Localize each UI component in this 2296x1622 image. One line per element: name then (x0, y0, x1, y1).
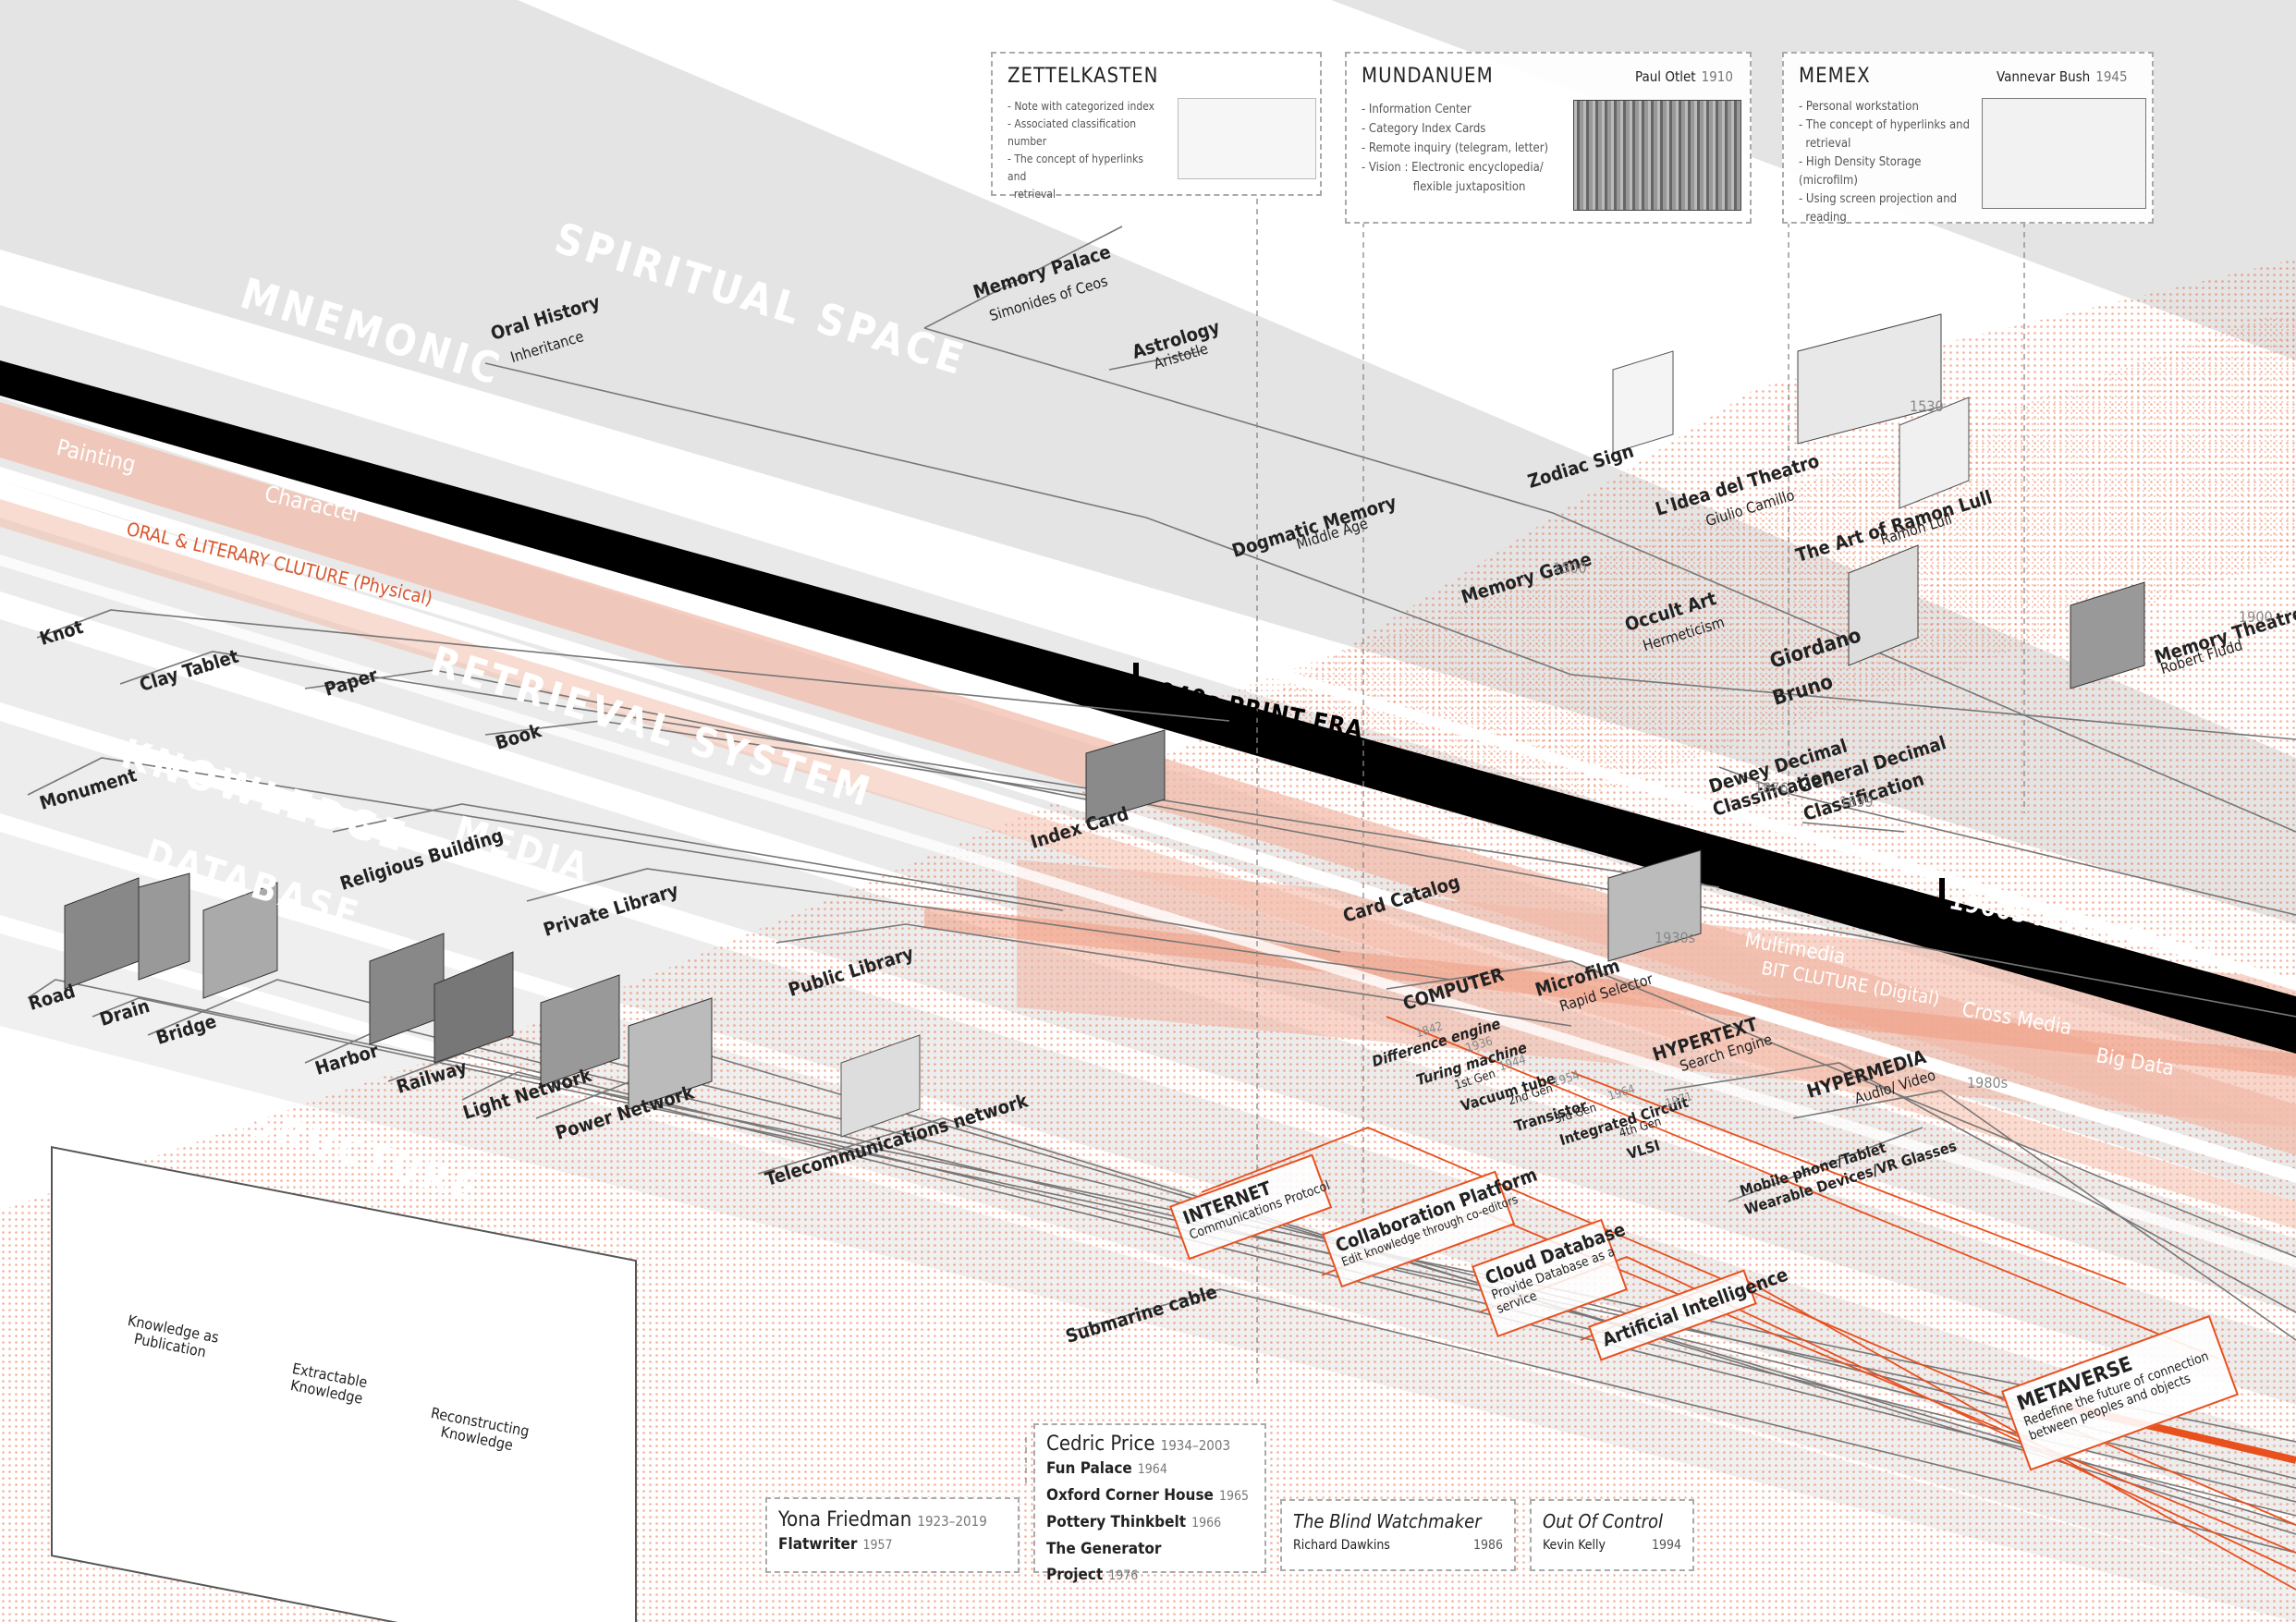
mundanuem-photo (1573, 100, 1741, 211)
memex-item: - The concept of hyperlinks and (1799, 118, 1970, 132)
price-work-year: 1966 (1191, 1516, 1222, 1531)
price-work-title: Oxford Corner House (1046, 1486, 1214, 1505)
memex-item: retrieval (1799, 137, 1851, 151)
memex-title: MEMEX (1799, 65, 1871, 88)
person-price: Cedric Price 1934–2003 Fun Palace 1964 Oxf… (1033, 1423, 1266, 1584)
zettelkasten-list: - Note with categorized index - Associat… (1008, 98, 1160, 203)
book-out-of-control: Out Of Control Kevin Kelly 1994 (1530, 1499, 1694, 1571)
memex-item: - Using screen projection and (1799, 192, 1958, 206)
node-year-1530: 1530 (1910, 397, 1944, 415)
zettelkasten-card: ZETTELKASTEN - Note with categorized ind… (991, 52, 1322, 201)
memex-illustration (1982, 98, 2146, 209)
mundanuem-year: 1910 (1701, 68, 1733, 85)
zettelkasten-title: ZETTELKASTEN (1008, 65, 1159, 88)
node-year-1980s: 1980s (1967, 1074, 2009, 1091)
node-year-1899: 1899 (1839, 793, 1874, 811)
kelly-author: Kevin Kelly (1543, 1538, 1606, 1553)
price-work-title: Pottery Thinkbelt (1046, 1513, 1187, 1531)
price-work-title: Fun Palace (1046, 1459, 1132, 1478)
memex-author-name: Vannevar Bush (1997, 68, 2091, 85)
price-work: The Generator Project 1976 (1046, 1536, 1253, 1589)
friedman-work-year: 1957 (862, 1538, 893, 1553)
price-work-title: The Generator Project (1046, 1540, 1162, 1584)
zettelkasten-item: - Note with categorized index (1008, 100, 1155, 113)
mundanuem-author-name: Paul Otlet (1635, 68, 1696, 85)
dawkins-book: The Blind Watchmaker (1293, 1510, 1482, 1532)
price-work: Fun Palace 1964 (1046, 1456, 1253, 1482)
white-stripes (0, 277, 2296, 1268)
mundanuem-list: - Information Center - Category Index Ca… (1362, 100, 1574, 197)
memex-list: - Personal workstation - The concept of … (1799, 98, 1984, 227)
node-year-1876: 1876 (1754, 779, 1789, 797)
mundanuem-item: flexible juxtaposition (1362, 180, 1526, 194)
node-year-1900: 1900 (2239, 608, 2273, 626)
price-work-year: 1964 (1137, 1462, 1167, 1477)
kelly-book: Out Of Control (1543, 1510, 1663, 1532)
mundanuem-card: MUNDANUEM Paul Otlet 1910 - Information C… (1345, 52, 1752, 224)
price-name: Cedric Price (1046, 1433, 1155, 1456)
zettelkasten-item: - Associated classification number (1008, 117, 1137, 148)
node-year-1930s: 1930s (1655, 929, 1696, 946)
dawkins-year: 1986 (1472, 1538, 1503, 1553)
mundanuem-author: Paul Otlet 1910 (1635, 68, 1733, 85)
dawkins-author: Richard Dawkins (1293, 1538, 1390, 1553)
zettelkasten-diagram-image (1178, 98, 1316, 179)
price-work-year: 1965 (1218, 1489, 1249, 1504)
zettelkasten-item: retrieval (1008, 188, 1056, 201)
memex-item: - Personal workstation (1799, 100, 1919, 114)
friedman-work: Flatwriter 1957 (778, 1531, 1007, 1558)
price-work: Pottery Thinkbelt 1966 (1046, 1509, 1253, 1536)
person-friedman: Yona Friedman 1923–2019 Flatwriter 1957 (765, 1497, 1020, 1573)
era-bar (0, 360, 2296, 1054)
memex-author: Vannevar Bush 1945 (1997, 68, 2128, 85)
friedman-work-title: Flatwriter (778, 1535, 858, 1554)
mundanuem-item: - Vision : Electronic encyclopedia/ (1362, 161, 1544, 175)
node-year-1500: 1500 (1553, 559, 1587, 577)
friedman-years: 1923–2019 (917, 1513, 987, 1530)
mundanuem-item: - Category Index Cards (1362, 122, 1486, 136)
price-work: Oxford Corner House 1965 (1046, 1482, 1253, 1509)
mundanuem-item: - Remote inquiry (telegram, letter) (1362, 141, 1549, 155)
mundanuem-title: MUNDANUEM (1362, 65, 1494, 88)
memex-item: reading (1799, 211, 1847, 225)
book-blind-watchmaker: The Blind Watchmaker Richard Dawkins 1986 (1280, 1499, 1516, 1571)
memex-card: MEMEX Vannevar Bush 1945 - Personal works… (1782, 52, 2154, 227)
zettelkasten-item: - The concept of hyperlinks and (1008, 152, 1144, 183)
mundanuem-item: - Information Center (1362, 103, 1472, 116)
thumbnails (64, 313, 2145, 1138)
kelly-year: 1994 (1651, 1538, 1681, 1553)
price-work-year: 1976 (1108, 1568, 1139, 1583)
memex-item: - High Density Storage (microfilm) (1799, 155, 1922, 188)
friedman-name: Yona Friedman (778, 1508, 912, 1531)
memex-year: 1945 (2095, 68, 2128, 85)
price-years: 1934–2003 (1160, 1437, 1231, 1454)
